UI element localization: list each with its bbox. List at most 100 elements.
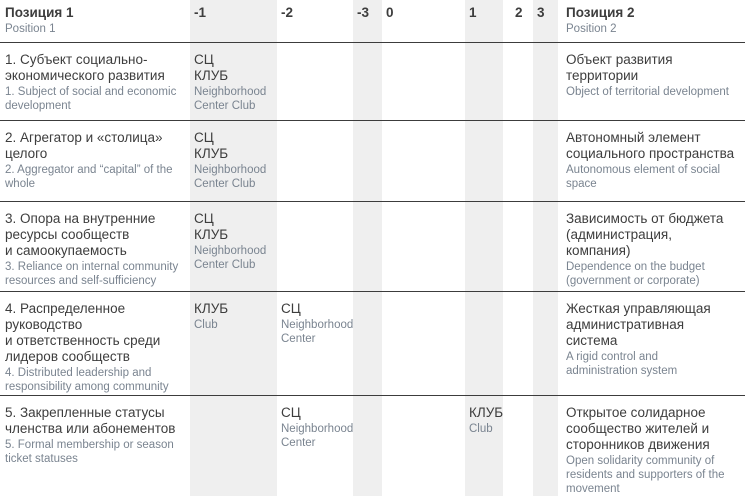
scale-band-minus3 [353, 0, 382, 496]
criterion-en: 3. Reliance on internal community resour… [5, 261, 179, 287]
criterion-cell: 4. Распределенное руководство и ответств… [0, 292, 190, 395]
mark-en: Neighborhood Center Club [194, 245, 267, 271]
cell-zero [382, 43, 465, 120]
scale-band-minus1 [190, 0, 277, 496]
criterion-cell: 5. Закрепленные статусы членства или або… [0, 396, 190, 496]
opposite-cell: Объект развития территории Object of ter… [558, 43, 745, 120]
mark-ru: СЦ КЛУБ [194, 130, 229, 161]
cell-minus2 [277, 121, 353, 201]
criterion-ru: 3. Опора на внутренние ресурсы сообществ… [5, 211, 156, 258]
opposite-ru: Объект развития территории [566, 52, 673, 83]
table-row: 5. Закрепленные статусы членства или або… [0, 396, 745, 496]
cell-plus2 [503, 121, 533, 201]
header-scale-minus3: -3 [353, 0, 382, 42]
table-row: 4. Распределенное руководство и ответств… [0, 292, 745, 396]
opposite-en: Object of territorial development [566, 86, 729, 98]
header-position-1-en: Position 1 [5, 23, 56, 35]
cell-plus3 [533, 43, 558, 120]
cell-minus3 [353, 43, 382, 120]
mark-ru: СЦ [281, 405, 301, 420]
cell-plus1 [465, 292, 503, 395]
criterion-en: 5. Formal membership or season ticket st… [5, 439, 174, 465]
mark-ru: СЦ КЛУБ [194, 52, 229, 83]
cell-plus3 [533, 292, 558, 395]
scale-label: 3 [537, 5, 545, 20]
cell-minus1: СЦ КЛУБ Neighborhood Center Club [190, 202, 277, 291]
header-scale-plus2: 2 [503, 0, 533, 42]
opposite-en: Dependence on the budget (government or … [566, 261, 705, 287]
mark-en: Neighborhood Center [281, 319, 353, 345]
header-position-1: Позиция 1 Position 1 [0, 0, 190, 42]
mark-ru: КЛУБ [194, 301, 229, 316]
cell-plus3 [533, 121, 558, 201]
cell-minus1 [190, 396, 277, 496]
cell-minus2 [277, 43, 353, 120]
table-row: 2. Агрегатор и «столица» целого 2. Aggre… [0, 121, 745, 202]
table-header-row: Позиция 1 Position 1 -1 -2 -3 0 1 2 3 По… [0, 0, 745, 43]
cell-zero [382, 396, 465, 496]
opposite-cell: Зависимость от бюджета (администрация, к… [558, 202, 745, 291]
cell-minus3 [353, 121, 382, 201]
opposite-cell: Жесткая управляющая административная сис… [558, 292, 745, 395]
cell-plus1 [465, 43, 503, 120]
scale-label: -1 [194, 5, 207, 20]
scale-label: 0 [386, 5, 394, 20]
scale-label: 1 [469, 5, 477, 20]
cell-plus2 [503, 396, 533, 496]
cell-minus3 [353, 396, 382, 496]
opposite-ru: Открытое солидарное сообщество жителей и… [566, 405, 710, 452]
cell-plus2 [503, 292, 533, 395]
cell-plus2 [503, 43, 533, 120]
mark-en: Club [469, 423, 493, 435]
mark-ru: СЦ [281, 301, 301, 316]
cell-minus1: КЛУБ Club [190, 292, 277, 395]
header-position-1-ru: Позиция 1 [5, 5, 74, 20]
criterion-ru: 1. Субъект социально- экономического раз… [5, 52, 165, 83]
cell-minus1: СЦ КЛУБ Neighborhood Center Club [190, 43, 277, 120]
cell-plus1: КЛУБ Club [465, 396, 503, 496]
header-scale-zero: 0 [382, 0, 465, 42]
mark-ru: КЛУБ [469, 405, 503, 420]
criterion-cell: 2. Агрегатор и «столица» целого 2. Aggre… [0, 121, 190, 201]
cell-minus3 [353, 202, 382, 291]
cell-plus3 [533, 396, 558, 496]
opposite-en: Open solidarity community of residents a… [566, 455, 725, 495]
mark-en: Club [194, 319, 218, 331]
cell-minus2: СЦ Neighborhood Center [277, 292, 353, 395]
mark-en: Neighborhood Center Club [194, 164, 267, 190]
cell-minus2 [277, 202, 353, 291]
header-position-2-en: Position 2 [566, 23, 617, 35]
cell-minus1: СЦ КЛУБ Neighborhood Center Club [190, 121, 277, 201]
opposite-ru: Автономный элемент социального пространс… [566, 130, 735, 161]
cell-plus1 [465, 202, 503, 291]
header-position-2-ru: Позиция 2 [566, 5, 635, 20]
criterion-en: 2. Aggregator and “capital” of the whole [5, 164, 173, 190]
header-scale-plus1: 1 [465, 0, 503, 42]
scale-band-plus3 [533, 0, 558, 496]
scale-label: -2 [281, 5, 294, 20]
opposite-en: Autonomous element of social space [566, 164, 721, 190]
header-scale-plus3: 3 [533, 0, 558, 42]
header-scale-minus1: -1 [190, 0, 277, 42]
criterion-cell: 1. Субъект социально- экономического раз… [0, 43, 190, 120]
opposite-en: A rigid control and administration syste… [566, 351, 678, 377]
criterion-en: 4. Distributed leadership and responsibi… [5, 367, 169, 393]
opposite-cell: Автономный элемент социального пространс… [558, 121, 745, 201]
cell-zero [382, 202, 465, 291]
table-row: 1. Субъект социально- экономического раз… [0, 43, 745, 121]
cell-minus2: СЦ Neighborhood Center [277, 396, 353, 496]
criterion-en: 1. Subject of social and economic develo… [5, 86, 177, 112]
criterion-ru: 2. Агрегатор и «столица» целого [5, 130, 163, 161]
cell-plus3 [533, 202, 558, 291]
scale-label: -3 [357, 5, 370, 20]
scale-band-plus1 [465, 0, 503, 496]
cell-zero [382, 292, 465, 395]
header-scale-minus2: -2 [277, 0, 353, 42]
criterion-cell: 3. Опора на внутренние ресурсы сообществ… [0, 202, 190, 291]
cell-zero [382, 121, 465, 201]
header-position-2: Позиция 2 Position 2 [558, 0, 745, 42]
criterion-ru: 5. Закрепленные статусы членства или або… [5, 405, 176, 436]
opposite-cell: Открытое солидарное сообщество жителей и… [558, 396, 745, 496]
